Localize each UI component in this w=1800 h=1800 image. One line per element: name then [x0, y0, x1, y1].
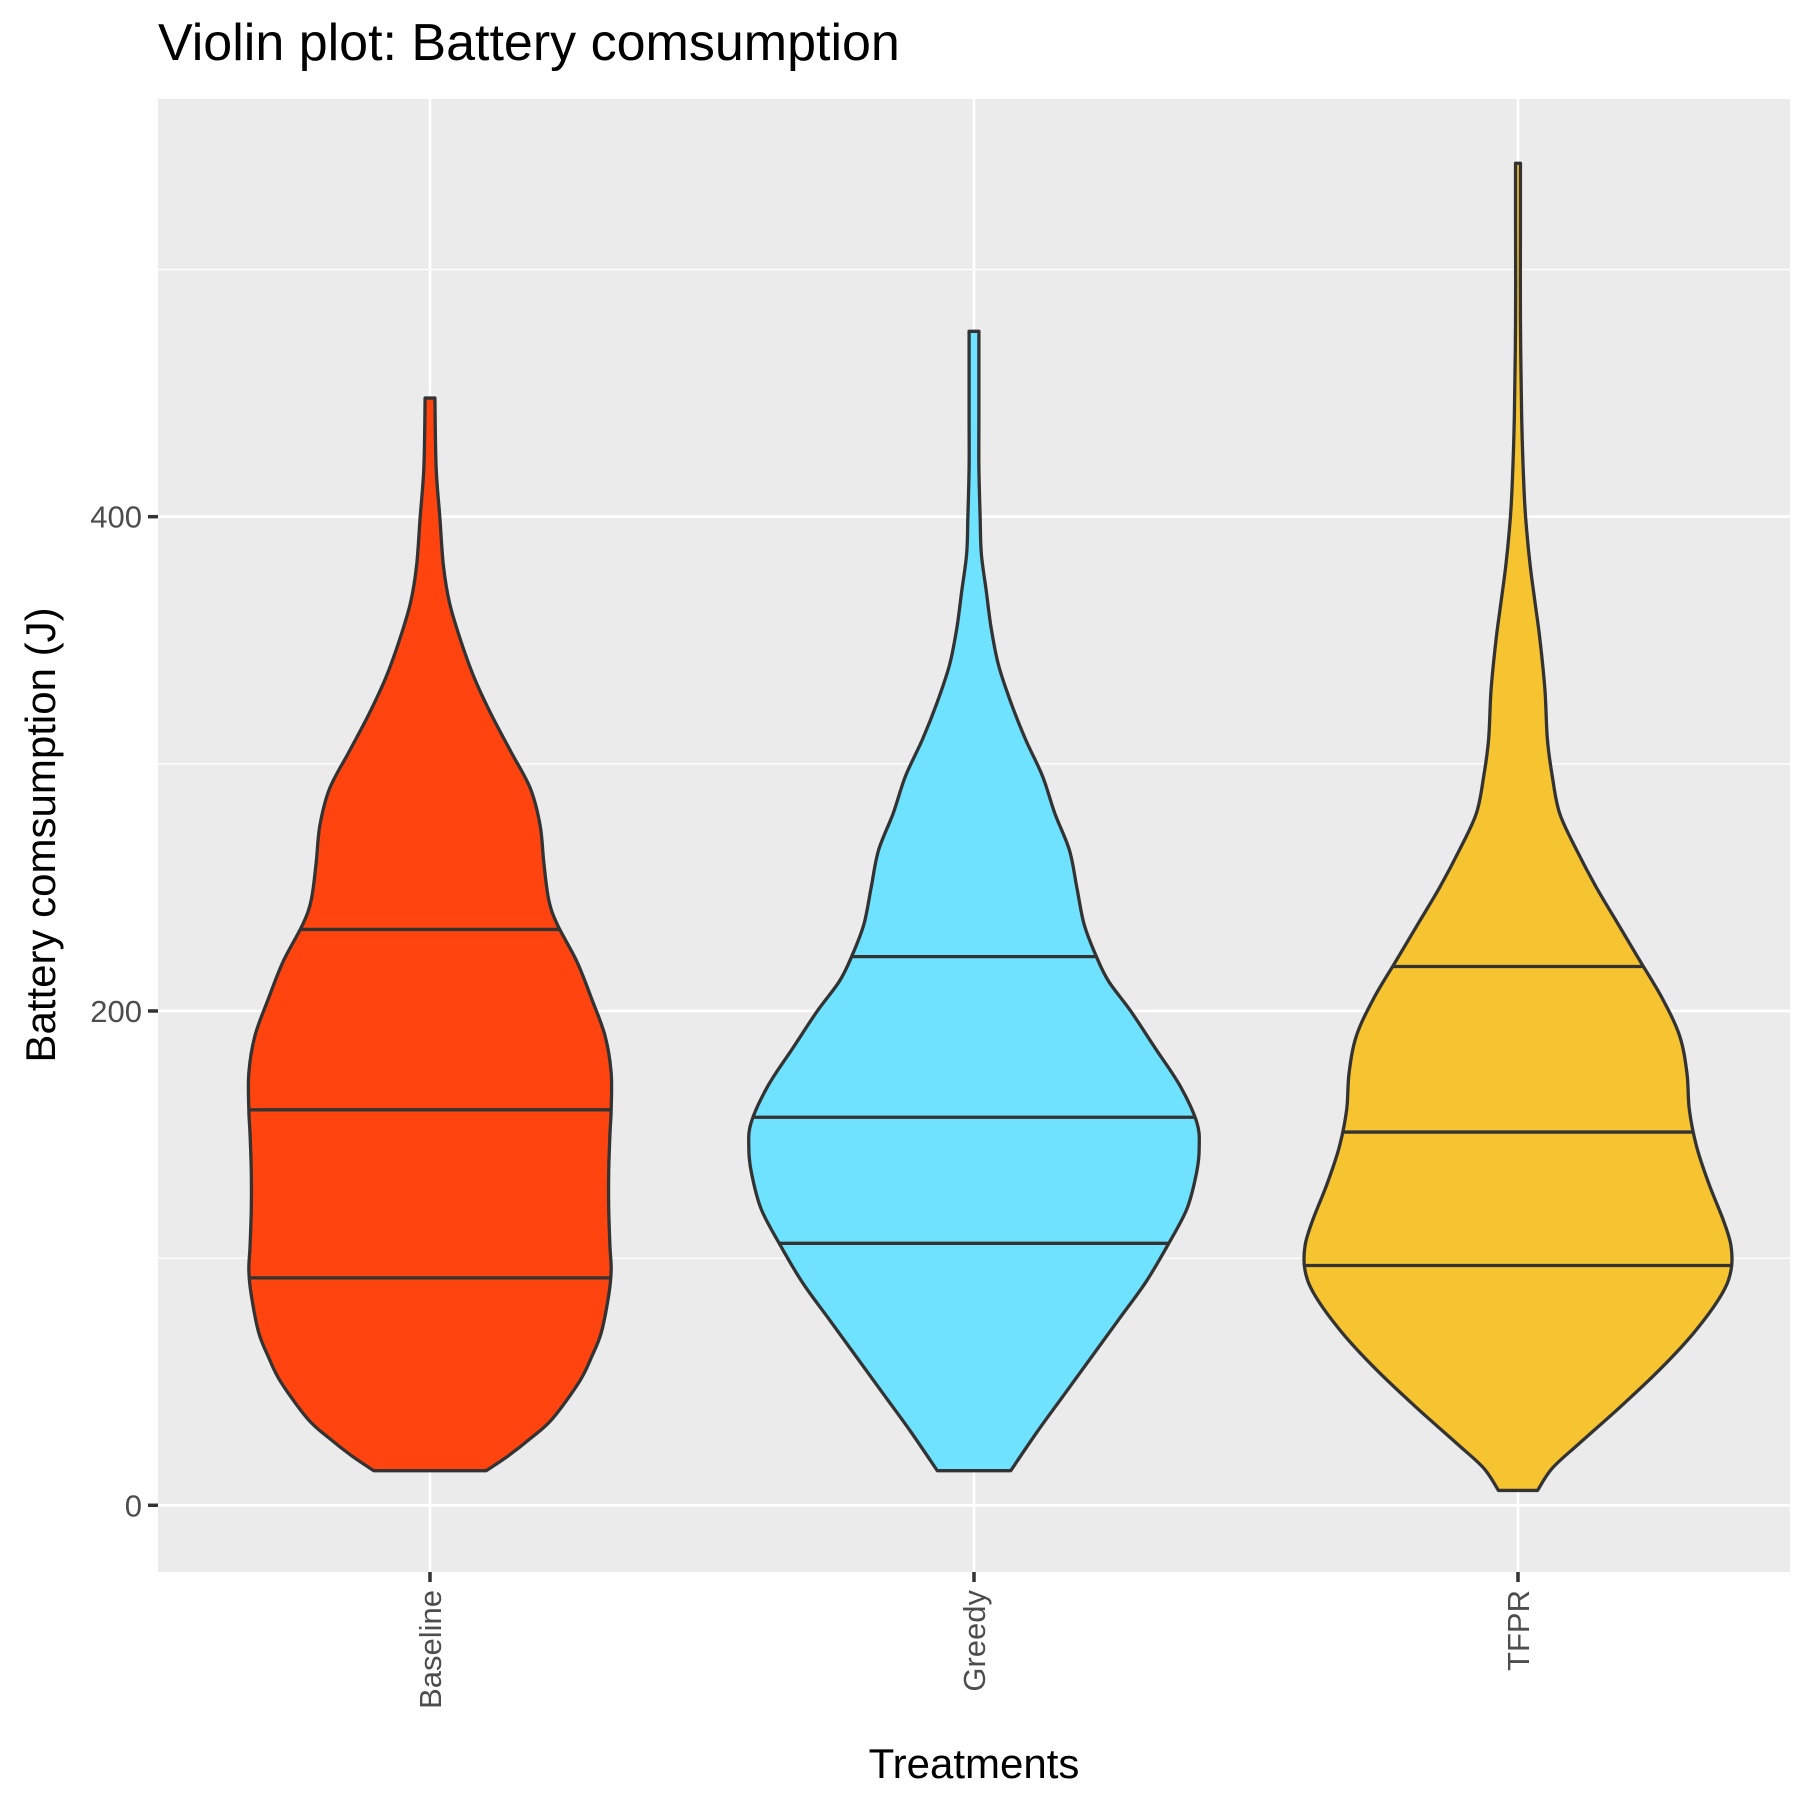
x-tick-label: TFPR	[1501, 1590, 1536, 1671]
x-axis-title: Treatments	[869, 1740, 1080, 1787]
violin-baseline	[246, 396, 614, 1473]
x-axis: Baseline Greedy TFPR	[413, 1572, 1536, 1709]
chart-title: Violin plot: Battery comsumption	[158, 14, 900, 72]
violins	[246, 161, 1734, 1493]
x-tick-label: Greedy	[957, 1590, 992, 1692]
y-axis-title: Battery comsumption (J)	[17, 607, 64, 1062]
x-tick-label: Baseline	[413, 1590, 448, 1709]
y-tick-label: 400	[90, 500, 142, 535]
y-axis: 0 200 400	[90, 500, 158, 1523]
y-tick-label: 0	[125, 1488, 142, 1523]
y-tick-label: 200	[90, 994, 142, 1029]
violin-greedy	[747, 329, 1201, 1473]
violin-tfpr	[1302, 161, 1734, 1493]
